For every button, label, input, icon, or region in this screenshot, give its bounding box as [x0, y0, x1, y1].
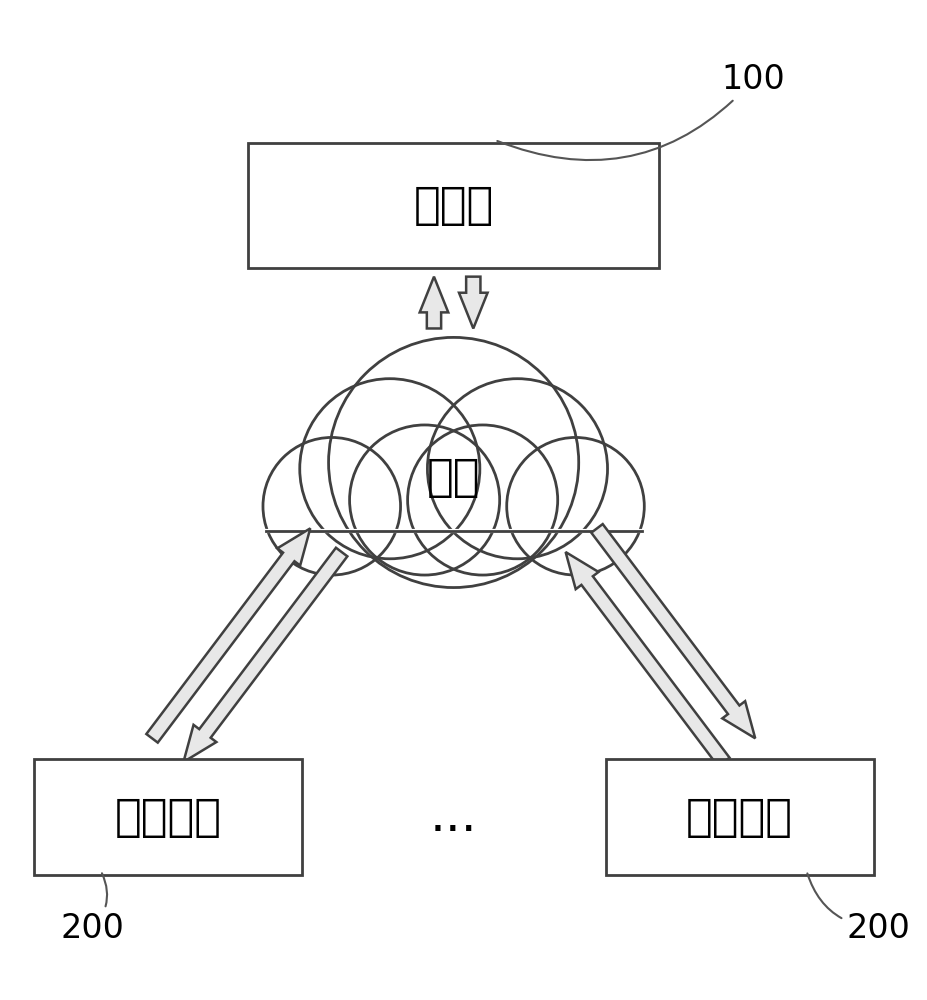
Text: 本地终端: 本地终端: [114, 796, 221, 839]
Polygon shape: [146, 528, 310, 743]
Circle shape: [299, 379, 479, 559]
Text: 网络: 网络: [426, 456, 480, 499]
Circle shape: [506, 437, 643, 575]
Text: 本地终端: 本地终端: [685, 796, 793, 839]
Circle shape: [407, 425, 557, 575]
Circle shape: [427, 379, 607, 559]
Text: 200: 200: [806, 873, 909, 945]
Circle shape: [328, 337, 578, 588]
Text: ...: ...: [429, 793, 476, 841]
Circle shape: [262, 437, 400, 575]
Text: 200: 200: [60, 873, 124, 945]
Bar: [248, 143, 658, 268]
Polygon shape: [565, 552, 729, 766]
Circle shape: [349, 425, 499, 575]
Text: 服务器: 服务器: [413, 184, 493, 227]
Bar: [604, 759, 872, 875]
Polygon shape: [459, 277, 487, 328]
Bar: [33, 759, 301, 875]
Polygon shape: [419, 277, 448, 328]
Polygon shape: [590, 524, 755, 738]
Polygon shape: [184, 548, 347, 762]
Text: 100: 100: [497, 63, 784, 160]
Bar: [256, 415, 650, 540]
